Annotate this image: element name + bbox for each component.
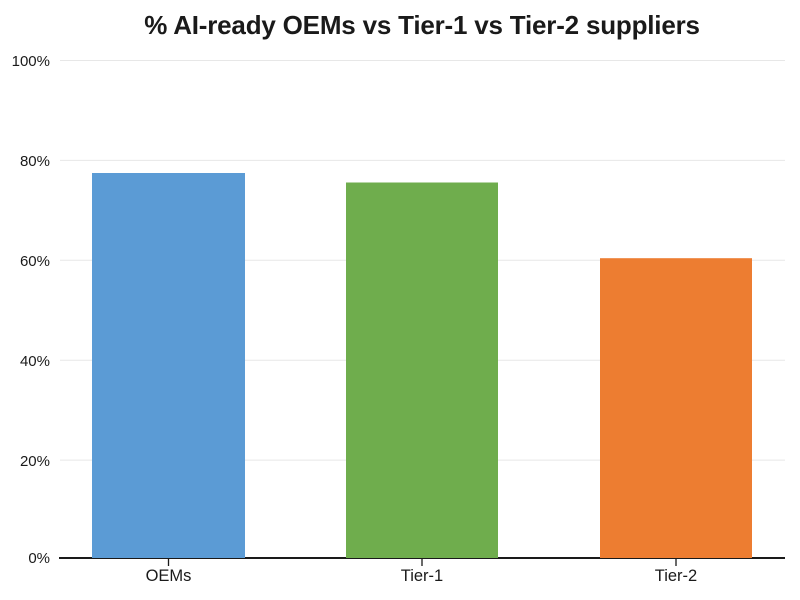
svg-text:0%: 0% — [28, 550, 50, 567]
svg-text:40%: 40% — [20, 353, 50, 370]
svg-text:80%: 80% — [20, 153, 50, 170]
svg-text:Tier-2: Tier-2 — [655, 567, 697, 585]
svg-text:OEMs: OEMs — [146, 567, 192, 585]
svg-text:100%: 100% — [12, 53, 50, 70]
svg-text:20%: 20% — [20, 453, 50, 470]
svg-text:Tier-1: Tier-1 — [401, 567, 443, 585]
svg-text:60%: 60% — [20, 253, 50, 270]
